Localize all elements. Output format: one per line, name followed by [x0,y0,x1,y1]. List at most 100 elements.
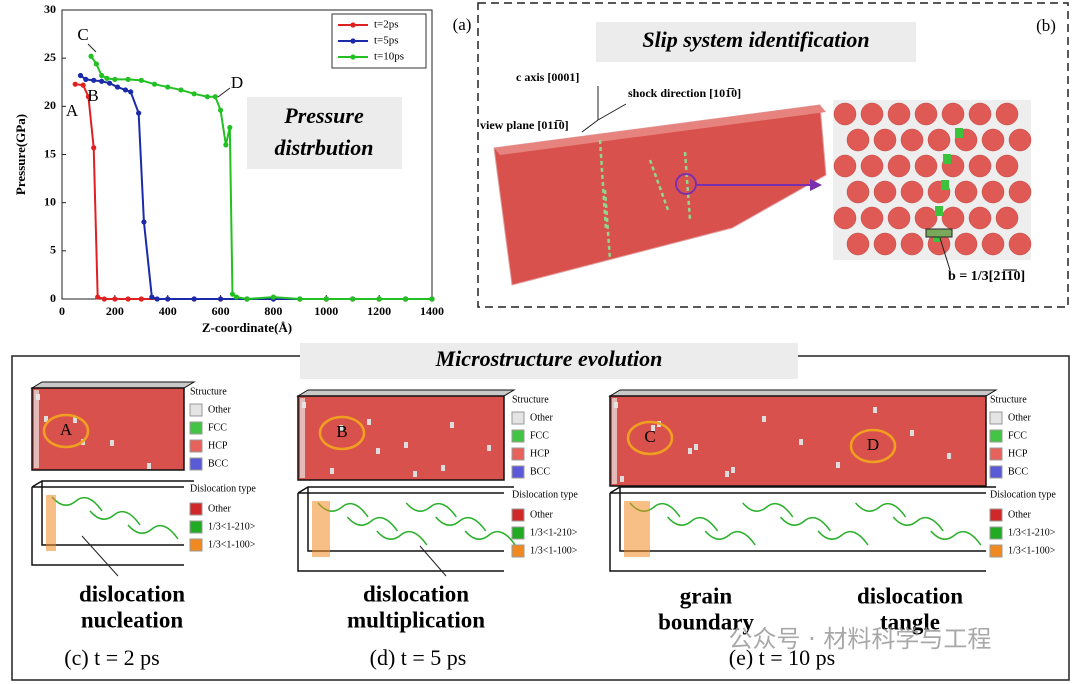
point [80,82,86,88]
inset-text: distrbution [274,135,373,160]
legend-label: HCP [1008,448,1028,459]
stacking-fault [943,154,951,164]
dislocation-line [704,530,756,546]
dislocation-line [376,530,428,546]
dislocation-line [127,524,179,540]
atom [1008,232,1032,256]
point [154,296,160,302]
burgers-vector [925,228,953,238]
legend-label: Other [208,503,231,514]
point [112,76,118,82]
region-ellipse [626,420,674,456]
point [297,296,303,302]
structure-image [31,387,185,471]
defect-band [300,398,305,478]
atom [860,206,884,230]
dislocation-line [742,502,794,518]
dislocation-box [297,486,514,572]
legend-label: 1/3<1-210> [530,527,578,538]
defect-band [34,390,39,468]
axis-arrow [597,103,627,121]
defect-atoms [799,439,803,445]
legend-swatch [989,465,1003,479]
point [149,294,155,300]
point [95,294,101,300]
legend-swatch [989,544,1003,558]
legend-label: 1/3<1-210> [208,521,256,532]
axis-arrow [581,119,599,133]
dislocation-line [405,502,457,518]
atom [954,232,978,256]
x-tick-label: 1400 [420,304,444,318]
legend-marker [350,54,356,60]
legend-label: Other [1008,412,1031,423]
panel-label: (e) t = 10 ps [729,645,836,670]
atom [1008,180,1032,204]
defect-atoms [947,453,951,459]
structure-top [608,389,998,397]
point [204,94,210,100]
point [165,296,171,302]
point [114,84,121,90]
y-tick-label: 10 [44,194,56,208]
slab-defect [648,159,670,211]
defect-atoms [339,425,343,431]
panel-b-title: Slip system identification [642,27,869,52]
y-tick-label: 30 [44,2,56,16]
point [77,72,84,79]
region-label: C [644,427,655,446]
atom-slab-top [494,105,826,155]
panel-b-title-box [596,22,916,62]
point [91,145,97,151]
point [122,87,129,93]
dislocation-line [779,516,832,532]
legend-label: 1/3<1-210> [1008,527,1056,538]
point [270,294,277,300]
defect-atoms [110,440,114,446]
defect-atoms [44,416,48,422]
atom [873,232,897,256]
caption: multiplication [347,607,485,632]
defect-atoms [413,471,417,477]
y-tick-label: 15 [44,146,56,160]
legend-label: BCC [530,466,550,477]
region-label: A [60,420,73,439]
atom [914,102,938,126]
y-axis-label: Pressure(GPa) [13,114,28,195]
point [104,75,110,81]
region-label: B [336,422,347,441]
legend-title: Dislocation type [190,483,256,494]
x-tick-label: 1000 [314,304,338,318]
legend-title: Structure [190,386,227,397]
dislocation-line [51,496,103,512]
point [72,81,78,87]
defect-atoms [376,448,380,454]
legend-label: Other [1008,509,1031,520]
point [138,296,144,302]
zoom-arrowhead [810,179,822,191]
defect-band [612,398,617,484]
defect-atoms [147,463,151,469]
atom [860,154,884,178]
legend-label: BCC [1008,466,1028,477]
atom [995,154,1019,178]
defect-atoms [836,462,840,468]
annotation: D [231,73,243,92]
caption: grain [680,583,733,608]
x-tick-label: 0 [59,304,65,318]
atom [873,128,897,152]
point [229,291,236,297]
point [93,61,99,67]
legend-swatch [511,429,525,443]
point [99,72,105,79]
legend-label: 1/3<1-100> [208,539,256,550]
panel-b-frame [477,2,1069,308]
legend-title: Structure [512,394,549,405]
defect-atoms [404,442,408,448]
panel-bottom-title-box [300,343,798,379]
point [138,77,144,83]
point [99,78,105,84]
atom [900,232,924,256]
legend-label: HCP [530,448,550,459]
